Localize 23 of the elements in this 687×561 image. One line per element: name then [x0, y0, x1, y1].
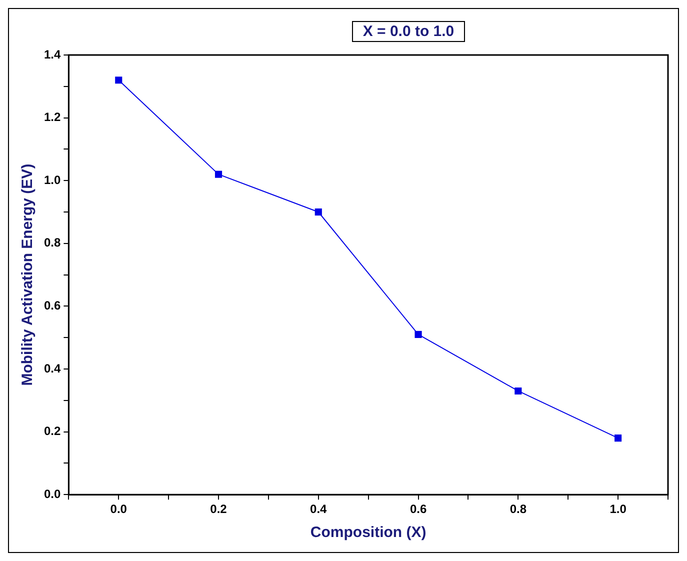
y-tick-label: 0.2 [44, 424, 61, 438]
y-tick-label: 0.6 [44, 298, 61, 313]
y-tick-label: 0.4 [44, 361, 61, 376]
y-tick-label: 1.4 [44, 47, 61, 62]
y-tick-label: 0.8 [44, 236, 61, 250]
chart-title: X = 0.0 to 1.0 [352, 21, 466, 42]
y-tick-label: 1.0 [44, 172, 61, 187]
y-tick-label: 0.0 [44, 486, 61, 501]
x-tick-label: 0.0 [110, 502, 128, 516]
point [414, 330, 422, 338]
x-tick-label: 0.8 [510, 502, 527, 516]
point [514, 387, 522, 395]
x-tick-label: 0.4 [310, 502, 328, 516]
x-tick-label: 0.6 [410, 502, 427, 516]
y-axis-title: Mobility Activation Energy (EV) [19, 164, 36, 386]
point [314, 208, 322, 216]
x-tick-label: 0.2 [210, 502, 228, 516]
x-tick-label: 1.0 [610, 502, 627, 516]
y-tick-label: 1.2 [44, 110, 61, 124]
x-axis-title: Composition (X) [310, 524, 426, 542]
point [214, 170, 222, 178]
point [614, 434, 622, 442]
point [115, 76, 122, 84]
